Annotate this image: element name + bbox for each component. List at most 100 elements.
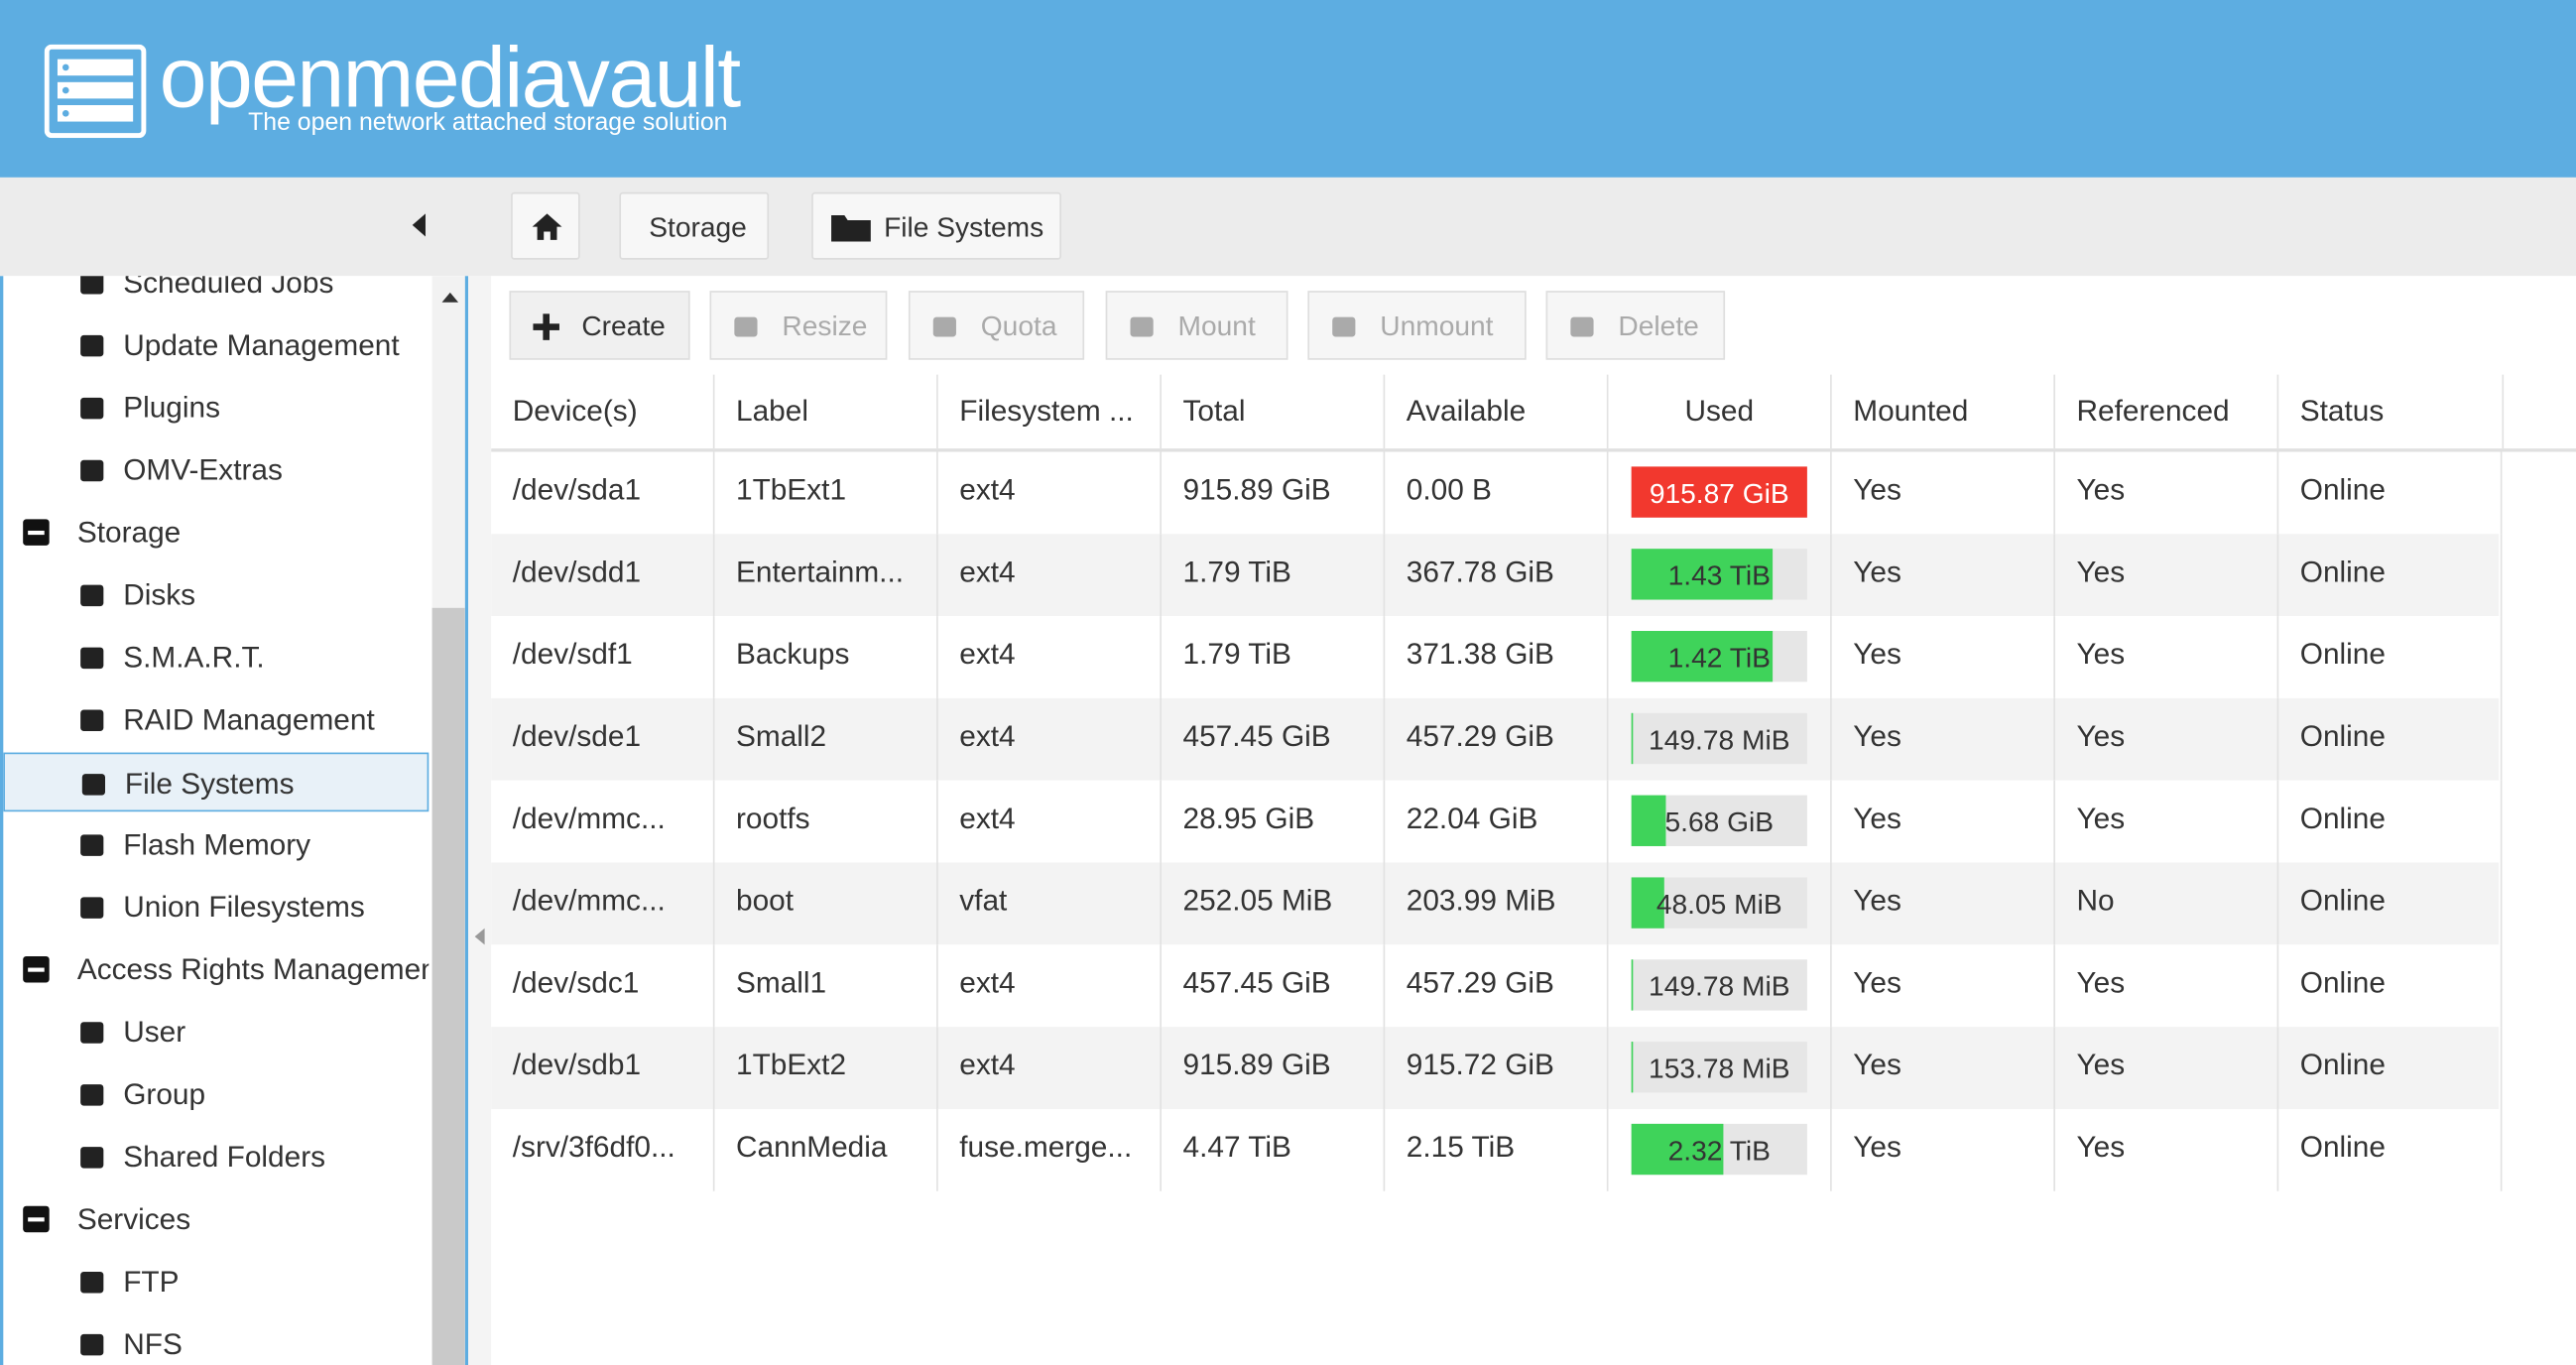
nav-item[interactable]: NFS [3, 1314, 429, 1365]
table-cell: /srv/3f6df0... [491, 1108, 715, 1191]
table-cell: Online [2278, 697, 2503, 781]
table-cell: Entertainm... [714, 534, 938, 617]
usage-bar: 1.43 TiB [1631, 549, 1807, 600]
column-header[interactable]: Referenced [2055, 374, 2279, 449]
column-header[interactable]: Used [1608, 374, 1832, 449]
nav-item[interactable]: OMV-Extras [3, 440, 429, 500]
table-cell: 1.79 TiB [1162, 616, 1386, 698]
usage-fill [1631, 959, 1634, 1011]
table-row[interactable]: /srv/3f6df0... CannMedia fuse.merge... 4.47… [491, 1108, 2503, 1191]
nav-item[interactable]: Shared Folders [3, 1127, 429, 1186]
table-row[interactable]: /dev/sdf1 Backups ext4 1.79 TiB 371.38 GiB 1.… [491, 616, 2503, 698]
table-cell: 4.47 TiB [1162, 1108, 1386, 1191]
scroll-up[interactable] [438, 290, 461, 307]
column-header[interactable]: Total [1162, 374, 1386, 449]
table-cell: 915.89 GiB [1162, 451, 1386, 535]
table-cell: ext4 [938, 1027, 1162, 1109]
nav-item[interactable]: Disks [3, 565, 429, 625]
table-cell: 915.87 GiB [1608, 451, 1832, 535]
usage-label: 149.78 MiB [1649, 724, 1790, 756]
app-title: openmediavault [159, 31, 742, 127]
table-cell: ext4 [938, 534, 1162, 617]
table-row[interactable]: /dev/sda1 1TbExt1 ext4 915.89 GiB 0.00 B 915.… [491, 451, 2503, 535]
usage-bar: 2.32 TiB [1631, 1123, 1807, 1176]
table-cell: Yes [2055, 697, 2279, 781]
table-cell: Small1 [714, 944, 938, 1028]
nav-group[interactable]: Services [3, 1189, 429, 1249]
toolbar-button: Resize [709, 291, 888, 360]
nav-group[interactable]: Storage [3, 503, 429, 562]
usage-label: 153.78 MiB [1649, 1053, 1790, 1085]
usage-label: 1.42 TiB [1667, 642, 1771, 675]
nav-item[interactable]: Group [3, 1064, 429, 1124]
column-header[interactable]: Filesystem ... [938, 374, 1162, 449]
usage-bar: 149.78 MiB [1631, 959, 1807, 1011]
breadcrumb-item[interactable]: Storage [619, 191, 770, 260]
table-row[interactable]: /dev/mmc... boot vfat 252.05 MiB 203.99 MiB 4… [491, 862, 2503, 945]
toolbar-button[interactable]: Create [509, 291, 690, 360]
table-cell: Online [2278, 1108, 2503, 1191]
table-cell: /dev/sda1 [491, 451, 715, 535]
toolbar-button: Mount [1105, 291, 1288, 360]
usage-fill [1631, 712, 1634, 765]
nav-item[interactable]: FTP [3, 1252, 429, 1311]
table-cell: Yes [1832, 1027, 2055, 1109]
nav-item[interactable]: Plugins [3, 378, 429, 437]
usage-label: 2.32 TiB [1667, 1135, 1771, 1167]
breadcrumb-item[interactable]: File Systems [811, 191, 1061, 260]
table-row[interactable]: /dev/sdd1 Entertainm... ext4 1.79 TiB 367.78… [491, 534, 2503, 617]
logo-icon [44, 44, 147, 139]
column-header[interactable]: Status [2278, 374, 2505, 449]
table-cell: ext4 [938, 697, 1162, 781]
table-row[interactable]: /dev/sde1 Small2 ext4 457.45 GiB 457.29 GiB 1… [491, 697, 2503, 781]
content: Create Resize Quota Mount Unmount Delete Devic… [491, 276, 2576, 1365]
nav-item[interactable]: Flash Memory [3, 815, 429, 875]
usage-label: 5.68 GiB [1664, 807, 1775, 838]
table-cell: 28.95 GiB [1162, 780, 1386, 863]
table-cell: Yes [2055, 1108, 2279, 1191]
usage-bar: 48.05 MiB [1631, 877, 1807, 929]
header: openmediavault The open network attached… [0, 0, 2576, 178]
table-cell: Yes [1832, 616, 2055, 698]
table-row[interactable]: /dev/mmc... rootfs ext4 28.95 GiB 22.04 GiB 5… [491, 780, 2503, 863]
column-header[interactable]: Mounted [1832, 374, 2055, 449]
table-row[interactable]: /dev/sdc1 Small1 ext4 457.45 GiB 457.29 GiB 1… [491, 944, 2503, 1028]
table-cell: 915.89 GiB [1162, 1027, 1386, 1109]
table-cell: ext4 [938, 780, 1162, 863]
table-cell: 457.29 GiB [1385, 944, 1609, 1028]
nav-item[interactable]: User [3, 1002, 429, 1061]
table-cell: fuse.merge... [938, 1108, 1162, 1191]
scroll-thumb[interactable] [431, 607, 465, 1365]
table-cell: Yes [1832, 534, 2055, 617]
usage-bar: 915.87 GiB [1631, 466, 1807, 518]
nav-item[interactable]: Union Filesystems [3, 877, 429, 936]
nav-item[interactable]: Scheduled Jobs [3, 276, 429, 311]
usage-fill [1631, 466, 1807, 518]
table-cell: Yes [1832, 1108, 2055, 1191]
nav-item[interactable]: File Systems [3, 752, 429, 812]
usage-bar: 1.42 TiB [1631, 631, 1807, 682]
table-cell: 1.43 TiB [1608, 534, 1832, 617]
collapse-button[interactable] [409, 212, 429, 239]
splitter[interactable] [468, 276, 492, 1365]
nav-group[interactable]: Access Rights Management [3, 939, 429, 999]
nav-item[interactable]: RAID Management [3, 690, 429, 750]
table-cell: Yes [2055, 1027, 2279, 1109]
table-cell: 367.78 GiB [1385, 534, 1609, 617]
column-header[interactable]: Device(s) [491, 374, 715, 449]
table-row[interactable]: /dev/sdb1 1TbExt2 ext4 915.89 GiB 915.72 GiB… [491, 1027, 2503, 1109]
table-cell: Backups [714, 616, 938, 698]
table-cell: 457.29 GiB [1385, 697, 1609, 781]
home-button[interactable] [511, 191, 580, 260]
column-header[interactable]: Available [1385, 374, 1609, 449]
table-cell: Online [2278, 862, 2503, 945]
column-header[interactable]: Label [714, 374, 938, 449]
table-cell: Yes [2055, 451, 2279, 535]
nav-item[interactable]: S.M.A.R.T. [3, 628, 429, 687]
table-cell: Small2 [714, 697, 938, 781]
table-cell: Yes [1832, 697, 2055, 781]
table-cell: 0.00 B [1385, 451, 1609, 535]
table-cell: ext4 [938, 944, 1162, 1028]
nav-item[interactable]: Update Management [3, 315, 429, 375]
